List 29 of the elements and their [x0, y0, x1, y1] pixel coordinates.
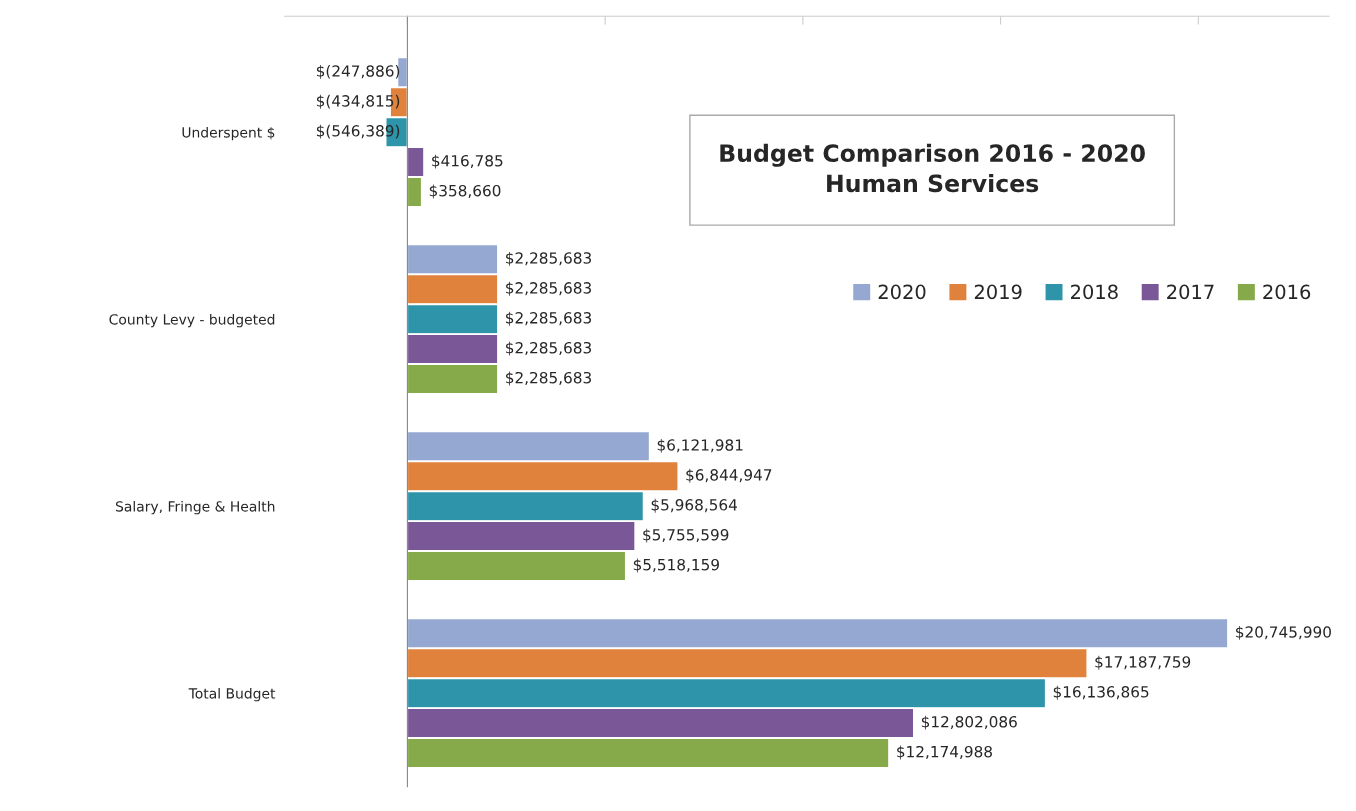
text: Human Services: [827, 173, 1039, 193]
data-label: $(247,886): [316, 64, 400, 79]
y-tick-label: Underspent $: [182, 126, 275, 141]
data-label: $12,802,086: [921, 715, 1017, 730]
legend-label: 2018: [1071, 284, 1118, 300]
data-label: $2,285,683: [506, 371, 591, 386]
legend-label: 2020: [878, 284, 926, 300]
data-label: $6,844,947: [686, 468, 772, 483]
data-label: $20,745,990: [1236, 625, 1331, 640]
data-label: $2,285,683: [506, 341, 591, 356]
data-label: $17,187,759: [1095, 655, 1191, 670]
y-tick-label: Salary, Fringe & Health: [115, 500, 275, 515]
data-label: $2,285,683: [506, 251, 591, 266]
text: Budget Comparison 2016 - 2020: [720, 143, 1145, 167]
data-label: $5,518,159: [633, 558, 719, 573]
data-label: $358,660: [429, 184, 501, 199]
data-label: $16,136,865: [1053, 685, 1149, 700]
data-label: $2,285,683: [506, 281, 591, 296]
data-label: $5,755,599: [643, 528, 729, 543]
legend-label: 2016: [1263, 284, 1311, 300]
y-tick-label: County Levy - budgeted: [109, 313, 275, 328]
data-label: $12,174,988: [897, 745, 992, 760]
y-tick-label: Total Budget: [188, 687, 276, 702]
legend-label: 2019: [974, 284, 1022, 300]
legend-label: 2017: [1167, 284, 1214, 300]
data-label: $5,968,564: [651, 498, 738, 513]
data-label: $6,121,981: [657, 438, 743, 453]
data-label: $2,285,683: [506, 311, 591, 326]
data-label: $416,785: [432, 154, 503, 169]
